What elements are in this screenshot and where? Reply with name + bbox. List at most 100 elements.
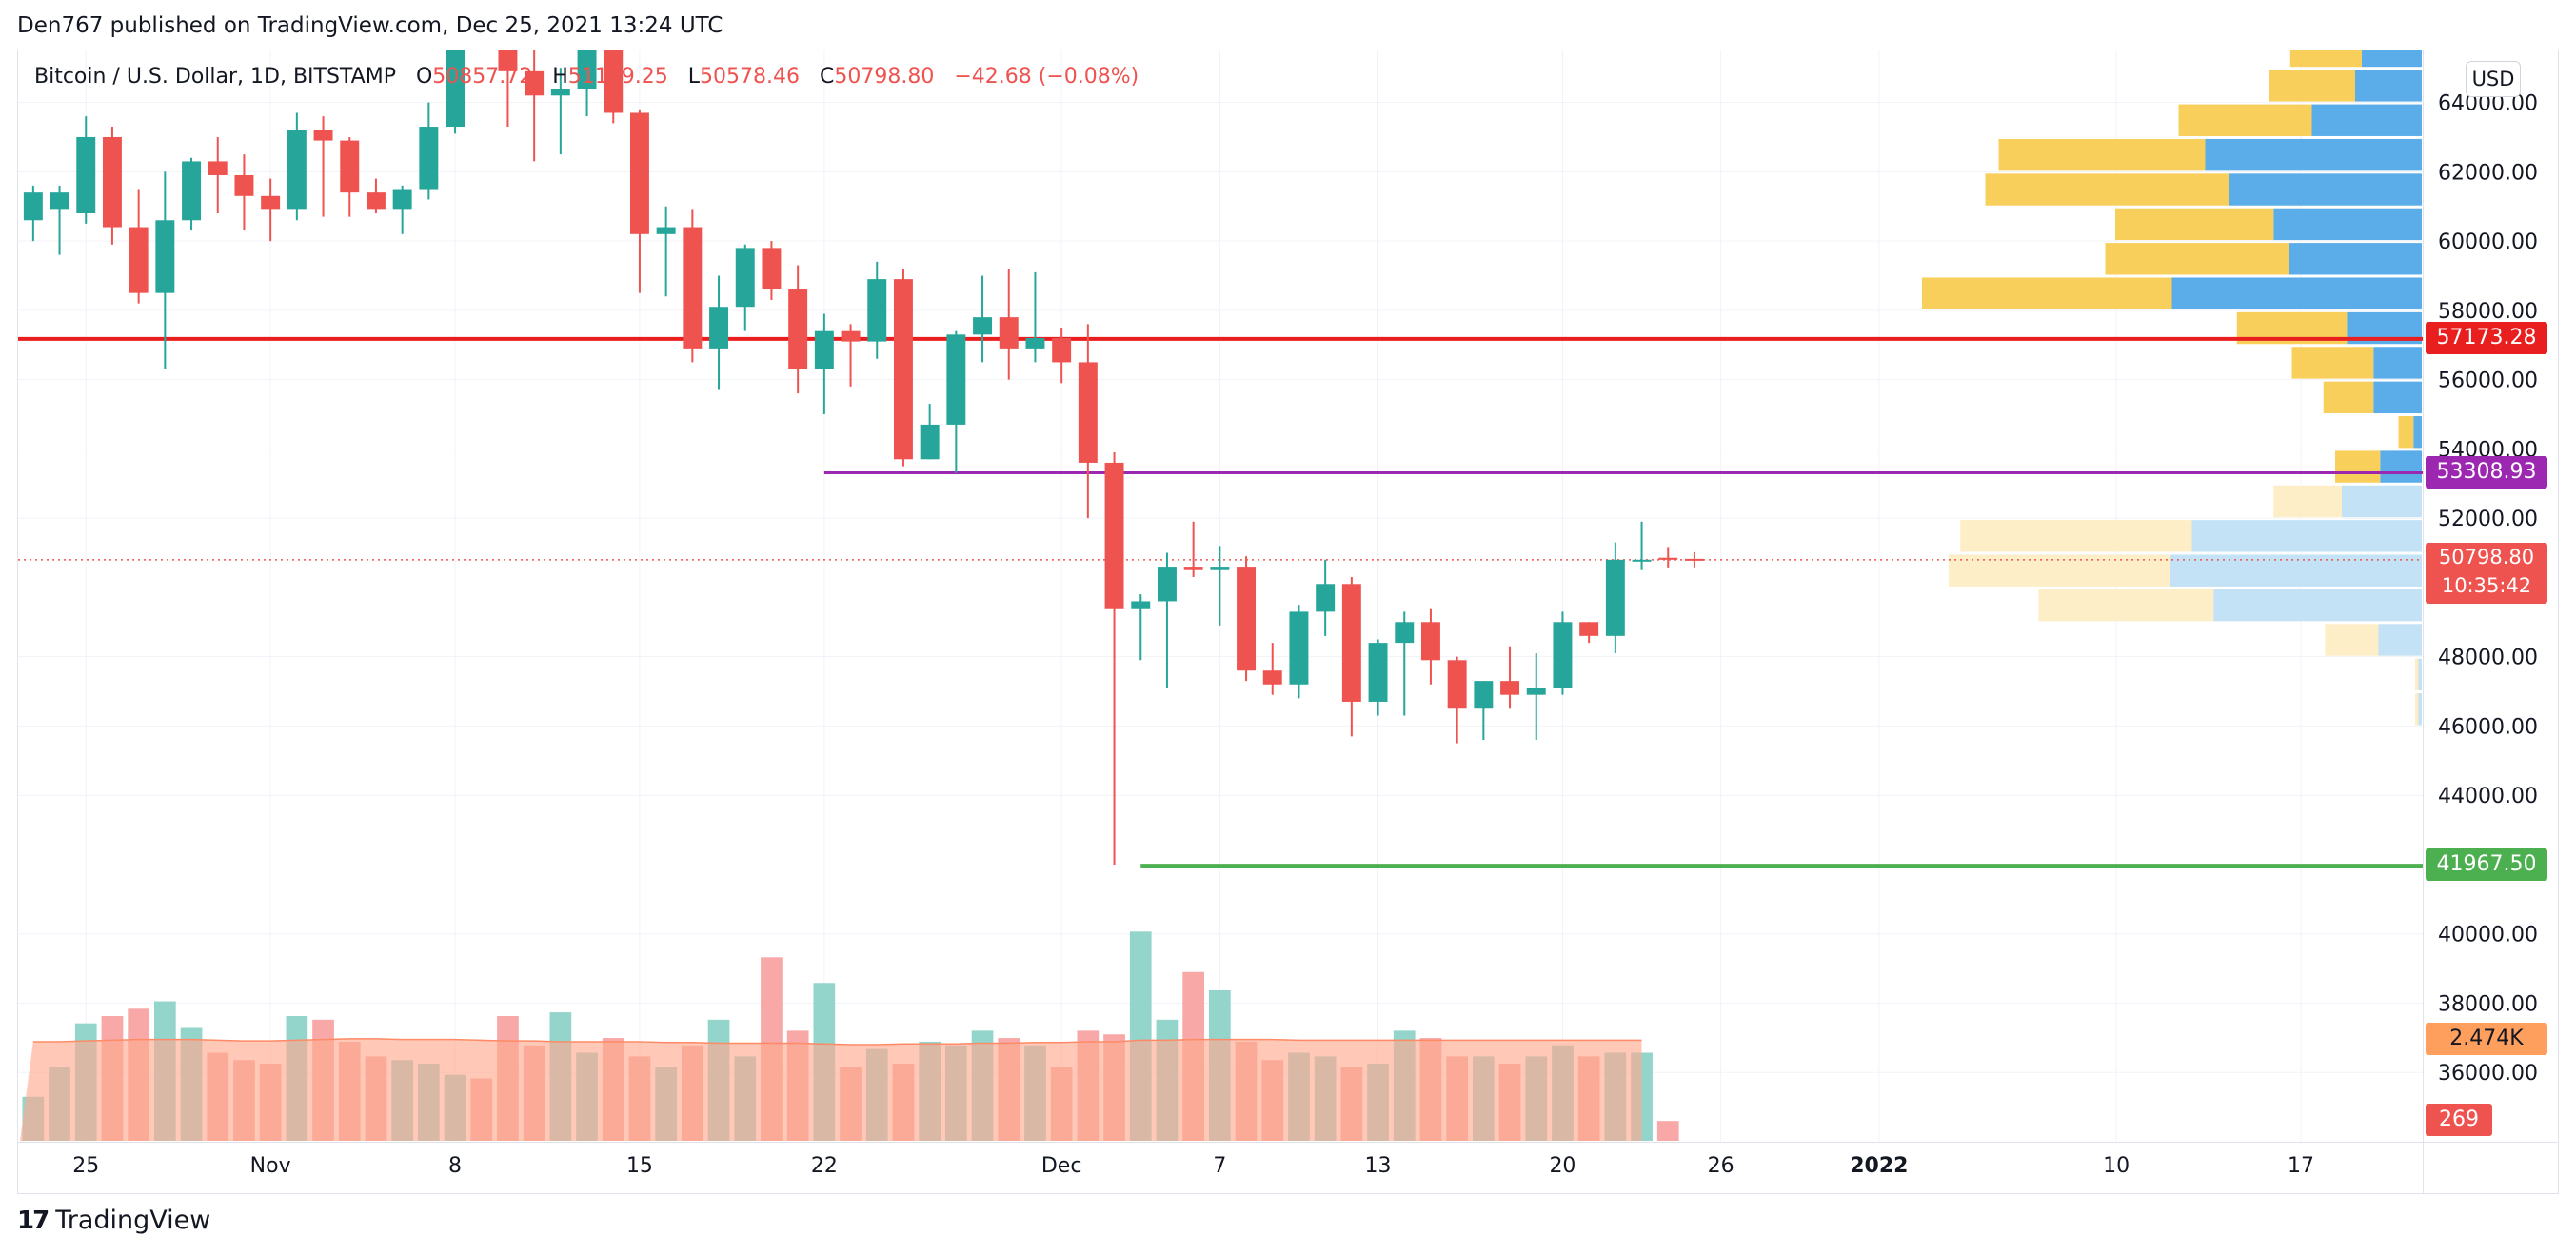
price-tick-label: 56000.00 — [2438, 369, 2538, 393]
volume-profile-buy-bar — [2273, 485, 2342, 518]
publisher-line: Den767 published on TradingView.com, Dec… — [17, 13, 723, 38]
volume-profile-buy-bar — [2325, 624, 2379, 656]
tradingview-logo[interactable]: 17 TradingView — [17, 1206, 210, 1235]
candle-body — [313, 130, 333, 141]
candle-body — [1183, 567, 1203, 570]
volume-profile-buy-bar — [2115, 208, 2274, 241]
candle-body — [1474, 681, 1494, 709]
volume-profile-buy-bar — [2398, 416, 2414, 449]
candle-body — [102, 136, 122, 228]
volume-profile-buy-bar — [2415, 658, 2419, 691]
candle-body — [1078, 362, 1098, 463]
volume-profile-sell-bar — [2289, 243, 2422, 275]
open-label: O — [415, 65, 433, 89]
high-value: 51169.25 — [567, 65, 668, 89]
time-tick-label: 26 — [1708, 1154, 1734, 1178]
time-tick-label: 8 — [448, 1154, 462, 1178]
candle-body — [1395, 622, 1415, 644]
candle-body — [1289, 611, 1309, 685]
volume-ma-label: 2.474K — [2426, 1023, 2547, 1056]
candles-group — [23, 50, 1678, 865]
candle-body — [366, 192, 386, 210]
candle-body — [182, 161, 202, 221]
time-tick-label: 10 — [2103, 1154, 2130, 1178]
candle-body — [973, 317, 993, 335]
candle-body — [208, 161, 228, 175]
candle-body — [1526, 688, 1546, 695]
time-tick-label: 7 — [1213, 1154, 1226, 1178]
candle-body — [234, 174, 254, 196]
candle-body — [946, 334, 966, 425]
price-tick-label: 38000.00 — [2438, 992, 2538, 1016]
tradingview-brand: TradingView — [55, 1206, 211, 1235]
candle-body — [1368, 643, 1388, 702]
volume-profile-buy-bar — [2323, 381, 2374, 413]
volume-profile-buy-bar — [2105, 243, 2289, 275]
candle-body — [23, 192, 43, 221]
volume-profile-sell-bar — [2311, 104, 2422, 136]
candle-body — [1025, 337, 1045, 349]
currency-button[interactable]: USD — [2466, 61, 2521, 97]
candle-body — [735, 248, 755, 308]
volume-profile-sell-bar — [2191, 520, 2422, 552]
volume-profile-sell-bar — [2205, 138, 2422, 171]
candle-body — [1237, 567, 1257, 671]
price-tick-label: 40000.00 — [2438, 924, 2538, 948]
volume-profile-buy-bar — [2269, 70, 2355, 102]
volume-profile-sell-bar — [2373, 381, 2422, 413]
candle-body — [340, 140, 360, 193]
volume-profile-sell-bar — [2413, 416, 2422, 449]
volume-profile-buy-bar — [2038, 589, 2214, 622]
chart-panel[interactable]: 64000.00 62000.00 60000.00 58000.00 56000.00… — [17, 50, 2559, 1194]
candle-body — [762, 248, 782, 290]
open-value: 50857.72 — [432, 65, 533, 89]
candle-body — [867, 279, 887, 342]
volume-profile-buy-bar — [2289, 50, 2362, 68]
candle-body — [683, 227, 703, 349]
candle-body — [629, 112, 649, 234]
candle-body — [577, 50, 597, 90]
candle-body — [814, 330, 834, 369]
volume-profile-buy-bar — [1960, 520, 2192, 552]
bar-countdown: 10:35:42 — [2441, 573, 2532, 597]
candle-body — [1157, 567, 1177, 602]
volume-ma-area — [20, 1038, 1642, 1141]
candle-body — [1500, 681, 1520, 695]
candle-body — [1104, 462, 1124, 609]
price-tick-label: 46000.00 — [2438, 715, 2538, 739]
volume-profile-sell-bar — [2378, 624, 2422, 656]
candle-body — [1553, 622, 1573, 688]
volume-profile-buy-bar — [2335, 450, 2381, 483]
candle-body — [920, 424, 940, 460]
volume-profile-buy-bar — [1985, 173, 2229, 206]
chart-canvas[interactable]: 64000.0062000.0060000.0058000.0056000.00… — [18, 50, 2558, 1193]
symbol-title[interactable]: Bitcoin / U.S. Dollar, 1D, BITSTAMP — [34, 65, 396, 89]
time-tick-label: 20 — [1549, 1154, 1575, 1178]
candle-body — [446, 50, 466, 128]
candle-body — [287, 130, 307, 210]
time-tick-label: 22 — [811, 1154, 838, 1178]
candle-body — [1420, 622, 1440, 661]
volume-profile-sell-bar — [2355, 70, 2422, 102]
candle-body — [1605, 559, 1625, 636]
volume-profile-buy-bar — [1922, 277, 2172, 309]
candle-body — [788, 289, 808, 369]
candle-body — [841, 330, 861, 342]
volume-ma-line — [32, 1038, 1642, 1046]
price-tick-label: 44000.00 — [2438, 785, 2538, 808]
volume-profile-buy-bar — [1949, 554, 2170, 587]
candle-body — [129, 227, 149, 293]
price-tick-label: 48000.00 — [2438, 647, 2538, 670]
close-label: C — [820, 65, 835, 89]
candle-body — [498, 50, 518, 71]
time-tick-label: 2022 — [1850, 1154, 1908, 1178]
volume-profile-buy-bar — [1998, 138, 2206, 171]
price-tick-label: 52000.00 — [2438, 508, 2538, 531]
candle-body — [76, 136, 96, 213]
volume-profile-buy-bar — [2415, 693, 2419, 726]
high-label: H — [552, 65, 568, 89]
volume-profile-sell-bar — [2380, 450, 2422, 483]
candle-body — [1052, 337, 1072, 363]
mid-line-price-label: 53308.93 — [2426, 455, 2547, 489]
candle-body — [999, 317, 1019, 349]
